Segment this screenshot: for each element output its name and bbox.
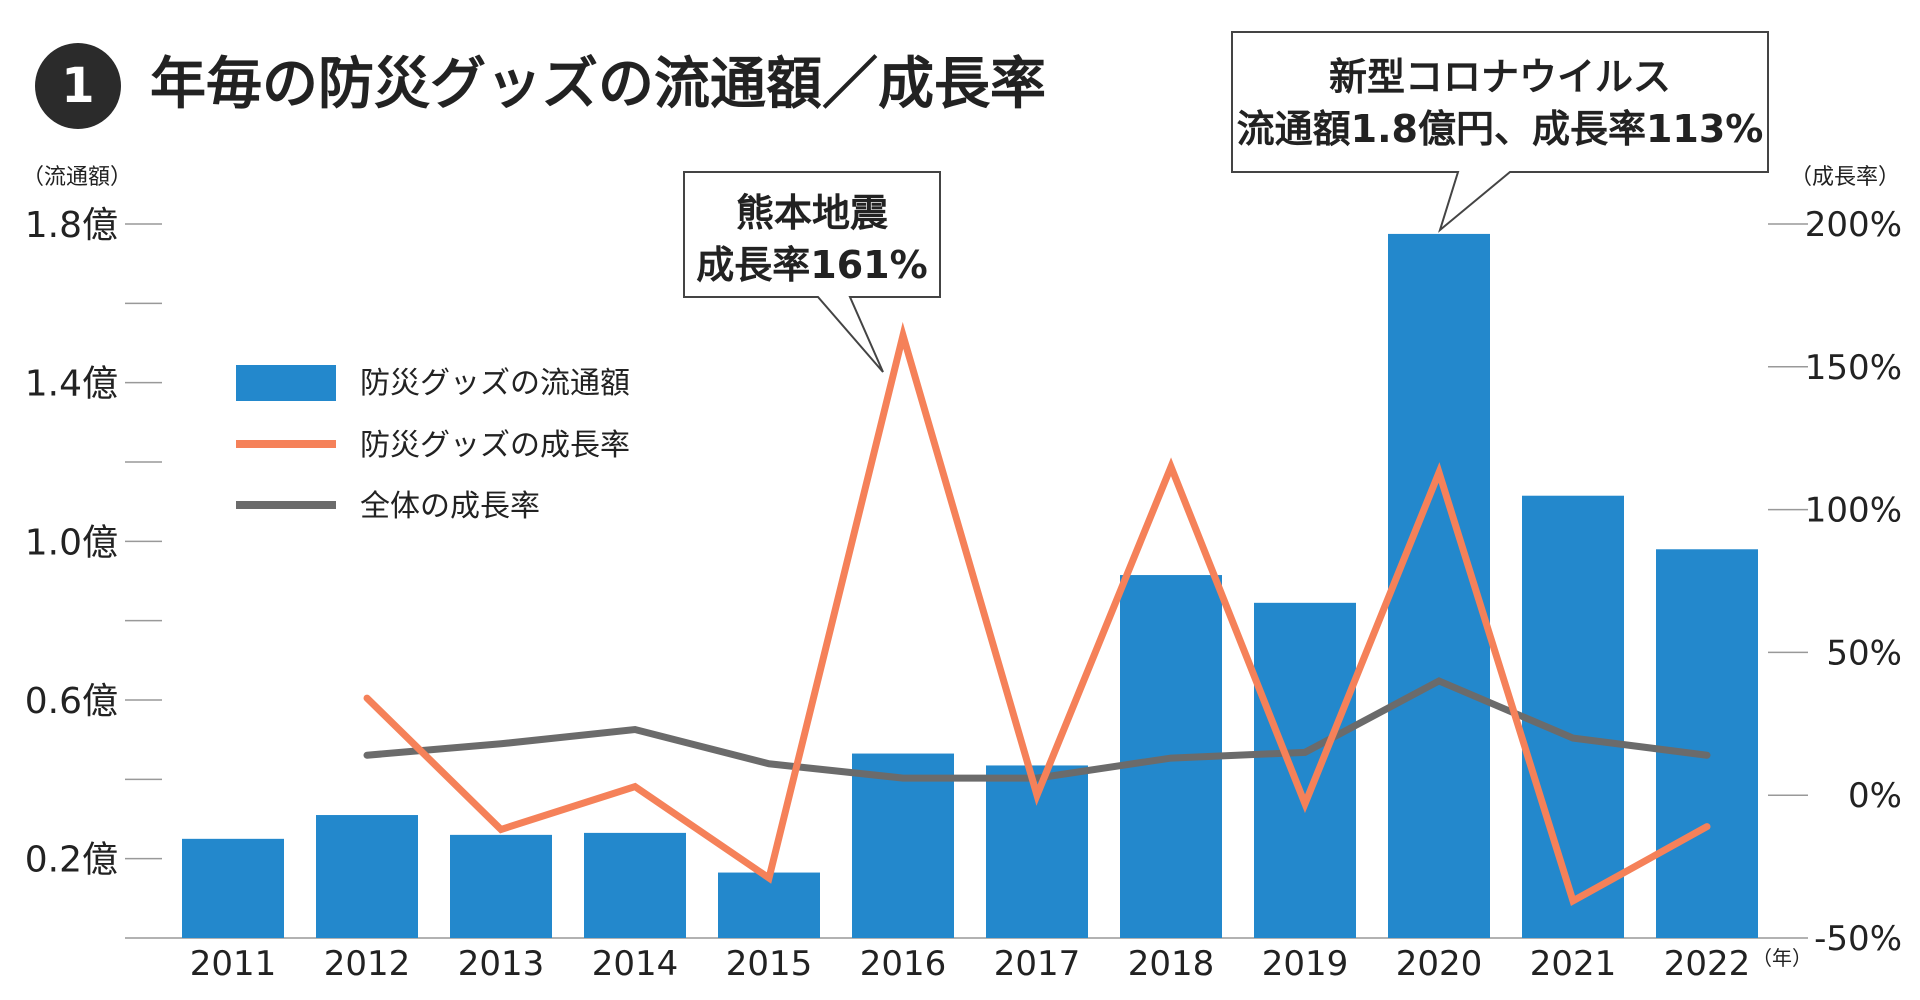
left-axis: 0.2億 0.6億 1.0億 1.4億 1.8億 bbox=[25, 205, 162, 939]
x-axis-labels: 2011 2012 2013 2014 2015 2016 2017 2018 2019 2020… bbox=[190, 944, 1751, 984]
x-tick-label: 2012 bbox=[324, 944, 411, 984]
bar-2022 bbox=[1656, 549, 1758, 938]
legend-swatch-bar bbox=[236, 365, 336, 401]
legend: 防災グッズの流通額 防災グッズの成長率 全体の成長率 bbox=[236, 365, 630, 524]
bar-2012 bbox=[316, 815, 418, 938]
legend-label-growth: 防災グッズの成長率 bbox=[360, 428, 630, 463]
x-tick-label: 2014 bbox=[592, 944, 679, 984]
x-unit-label: （年） bbox=[1752, 946, 1812, 970]
annotation-line: 新型コロナウイルス bbox=[1329, 55, 1671, 99]
right-axis-label: （成長率） bbox=[1790, 165, 1900, 190]
x-tick-label: 2020 bbox=[1396, 944, 1483, 984]
title-badge bbox=[35, 43, 121, 129]
bar-2021 bbox=[1522, 495, 1624, 938]
right-tick-label: 0% bbox=[1848, 776, 1902, 816]
bar-2011 bbox=[182, 838, 284, 938]
left-tick-label: 1.4億 bbox=[25, 364, 118, 405]
bar-2019 bbox=[1254, 602, 1356, 938]
x-tick-label: 2019 bbox=[1262, 944, 1349, 984]
x-tick-label: 2016 bbox=[860, 944, 947, 984]
left-axis-label: （流通額） bbox=[22, 165, 132, 190]
disaster-goods-growth-line bbox=[363, 321, 1711, 907]
legend-label-bar: 防災グッズの流通額 bbox=[360, 366, 630, 401]
right-tick-label: 200% bbox=[1805, 205, 1902, 245]
annotation-kumamoto: 熊本地震 成長率161% bbox=[683, 171, 941, 373]
right-axis: -50% 0% 50% 100% 150% 200% bbox=[1768, 205, 1902, 959]
left-tick-label: 1.0億 bbox=[25, 522, 118, 563]
right-tick-label: -50% bbox=[1814, 919, 1902, 959]
x-tick-label: 2015 bbox=[726, 944, 813, 984]
bar-2014 bbox=[584, 832, 686, 938]
callout-box bbox=[683, 171, 941, 373]
callout-box bbox=[1231, 31, 1769, 233]
x-tick-label: 2017 bbox=[994, 944, 1081, 984]
right-tick-label: 100% bbox=[1805, 491, 1902, 531]
legend-label-overall: 全体の成長率 bbox=[360, 489, 540, 524]
right-tick-label: 150% bbox=[1805, 348, 1902, 388]
left-tick-label: 1.8億 bbox=[25, 205, 118, 246]
title-badge-number: 1 bbox=[61, 58, 94, 114]
bar-2016 bbox=[852, 753, 954, 938]
x-tick-label: 2011 bbox=[190, 944, 277, 984]
bar-series bbox=[182, 233, 1758, 938]
bar-2013 bbox=[450, 834, 552, 938]
right-tick-label: 50% bbox=[1826, 633, 1902, 673]
x-tick-label: 2021 bbox=[1530, 944, 1617, 984]
annotation-line: 熊本地震 bbox=[736, 191, 889, 235]
line-series bbox=[363, 321, 1711, 907]
annotation-covid: 新型コロナウイルス 流通額1.8億円、成長率113% bbox=[1231, 31, 1769, 233]
annotation-line: 流通額1.8億円、成長率113% bbox=[1237, 107, 1764, 151]
bar-2015 bbox=[718, 872, 820, 938]
left-tick-label: 0.6億 bbox=[25, 681, 118, 722]
title-block: 1 年毎の防災グッズの流通額／成長率 bbox=[35, 43, 1046, 129]
x-tick-label: 2022 bbox=[1664, 944, 1751, 984]
chart-title: 年毎の防災グッズの流通額／成長率 bbox=[150, 52, 1046, 117]
x-tick-label: 2013 bbox=[458, 944, 545, 984]
overall-growth-line bbox=[363, 677, 1711, 782]
annotation-line: 成長率161% bbox=[696, 243, 927, 287]
x-tick-label: 2018 bbox=[1128, 944, 1215, 984]
left-tick-label: 0.2億 bbox=[25, 840, 118, 881]
